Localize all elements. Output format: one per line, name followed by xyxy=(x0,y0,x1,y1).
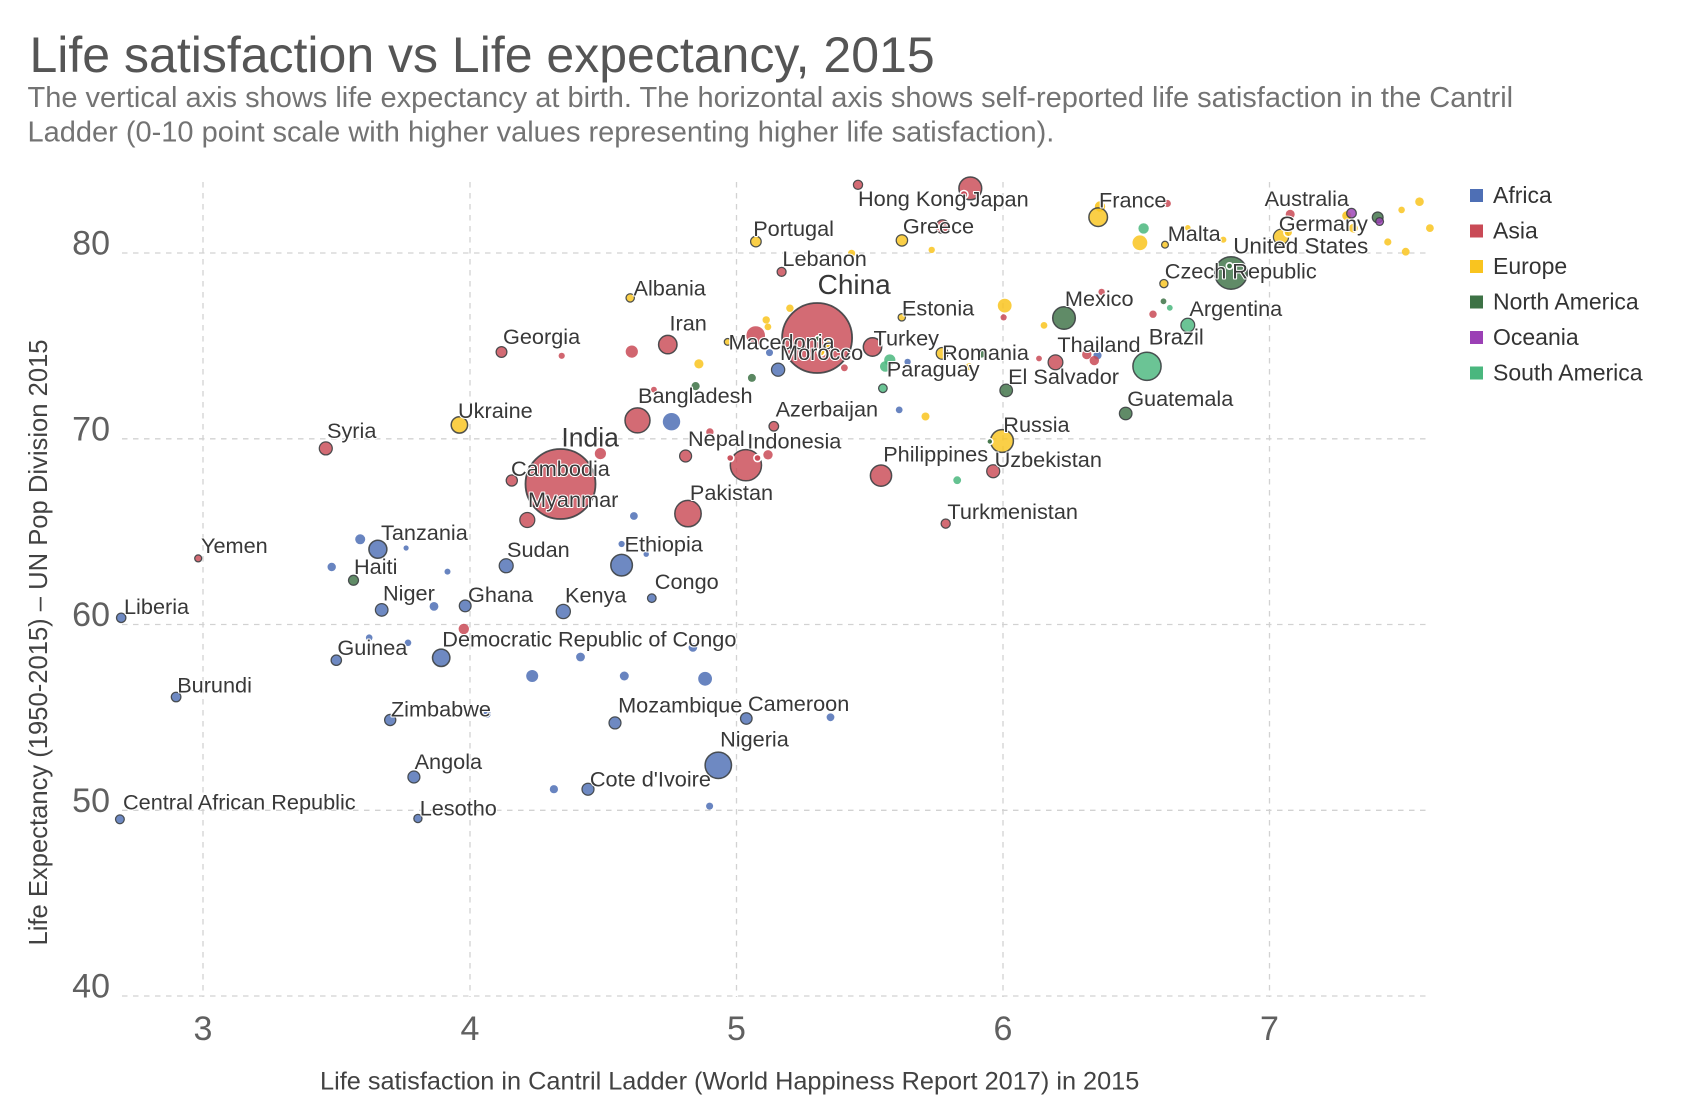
svg-text:Burundi: Burundi xyxy=(177,673,252,698)
svg-text:Brazil: Brazil xyxy=(1149,325,1204,350)
svg-text:Cambodia: Cambodia xyxy=(511,456,611,481)
svg-text:Zimbabwe: Zimbabwe xyxy=(391,696,491,721)
svg-text:Haiti: Haiti xyxy=(354,554,397,579)
svg-text:Morocco: Morocco xyxy=(780,340,863,365)
svg-text:Nigeria: Nigeria xyxy=(720,727,790,752)
svg-text:Macedonia: Macedonia xyxy=(729,330,836,355)
svg-text:Angola: Angola xyxy=(415,749,483,774)
svg-text:Ghana: Ghana xyxy=(468,582,534,607)
svg-text:Turkmenistan: Turkmenistan xyxy=(947,499,1078,524)
svg-text:Central African Republic: Central African Republic xyxy=(123,790,356,815)
svg-text:6: 6 xyxy=(994,1010,1013,1048)
svg-text:India: India xyxy=(561,423,619,453)
svg-text:60: 60 xyxy=(72,596,110,634)
svg-text:Azerbaijan: Azerbaijan xyxy=(776,397,878,422)
svg-text:Turkey: Turkey xyxy=(874,326,940,351)
svg-text:Guinea: Guinea xyxy=(337,635,408,660)
svg-text:Malta: Malta xyxy=(1168,221,1222,246)
svg-text:Liberia: Liberia xyxy=(124,594,190,619)
svg-text:Paraguay: Paraguay xyxy=(887,357,980,382)
svg-text:Cameroon: Cameroon xyxy=(748,691,849,716)
svg-text:Tanzania: Tanzania xyxy=(381,520,469,545)
svg-text:Oceania: Oceania xyxy=(1493,324,1579,350)
svg-text:France: France xyxy=(1099,187,1167,212)
svg-text:Life satisfaction vs Life expe: Life satisfaction vs Life expectancy, 20… xyxy=(30,27,935,83)
svg-text:4: 4 xyxy=(461,1010,480,1048)
svg-text:3: 3 xyxy=(194,1010,213,1048)
svg-text:Democratic Republic of Congo: Democratic Republic of Congo xyxy=(442,627,736,652)
svg-text:Thailand: Thailand xyxy=(1057,332,1140,357)
svg-text:Mozambique: Mozambique xyxy=(618,693,742,718)
svg-text:7: 7 xyxy=(1260,1010,1279,1048)
svg-text:Syria: Syria xyxy=(327,418,377,443)
svg-text:40: 40 xyxy=(72,968,110,1006)
svg-text:Germany: Germany xyxy=(1279,211,1368,236)
svg-text:Asia: Asia xyxy=(1493,218,1538,244)
svg-text:Russia: Russia xyxy=(1003,412,1070,437)
svg-text:Uzbekistan: Uzbekistan xyxy=(995,447,1102,472)
svg-text:Ladder (0-10 point scale with: Ladder (0-10 point scale with higher val… xyxy=(28,117,1055,149)
svg-text:Guatemala: Guatemala xyxy=(1127,386,1234,411)
svg-text:70: 70 xyxy=(72,410,110,448)
svg-text:El Salvador: El Salvador xyxy=(1008,364,1119,389)
svg-text:Life satisfaction in Cantril L: Life satisfaction in Cantril Ladder (Wor… xyxy=(320,1068,1139,1096)
svg-text:The vertical axis shows life e: The vertical axis shows life expectancy … xyxy=(28,82,1514,114)
svg-text:China: China xyxy=(818,269,892,300)
svg-text:Sudan: Sudan xyxy=(507,537,570,562)
svg-text:Romania: Romania xyxy=(942,340,1030,365)
svg-text:5: 5 xyxy=(727,1010,746,1048)
svg-text:Lebanon: Lebanon xyxy=(782,246,866,271)
svg-text:Congo: Congo xyxy=(655,569,719,594)
svg-text:Iran: Iran xyxy=(670,311,707,336)
svg-text:Indonesia: Indonesia xyxy=(747,428,842,453)
svg-text:Portugal: Portugal xyxy=(753,216,834,241)
svg-text:Australia: Australia xyxy=(1265,186,1350,211)
svg-text:Albania: Albania xyxy=(634,276,707,301)
svg-text:Philippines: Philippines xyxy=(883,442,988,467)
svg-text:Lesotho: Lesotho xyxy=(420,795,497,820)
svg-text:Hong Kong: Hong Kong xyxy=(858,186,967,211)
svg-text:Nepal: Nepal xyxy=(688,426,745,451)
svg-text:Czech Republic: Czech Republic xyxy=(1165,259,1317,284)
svg-text:Europe: Europe xyxy=(1493,253,1567,279)
svg-text:Estonia: Estonia xyxy=(902,295,975,320)
svg-text:Niger: Niger xyxy=(383,581,435,606)
svg-text:Greece: Greece xyxy=(903,214,974,239)
svg-text:Bangladesh: Bangladesh xyxy=(638,383,753,408)
svg-text:Cote d'Ivoire: Cote d'Ivoire xyxy=(590,766,711,791)
svg-text:Life Expectancy (1950-2015) –: Life Expectancy (1950-2015) – UN Pop Div… xyxy=(25,339,53,945)
svg-text:Japan: Japan xyxy=(970,187,1029,212)
svg-text:Pakistan: Pakistan xyxy=(690,480,773,505)
svg-text:Ethiopia: Ethiopia xyxy=(625,532,704,557)
svg-text:Georgia: Georgia xyxy=(503,324,581,349)
svg-text:50: 50 xyxy=(72,782,110,820)
svg-text:Yemen: Yemen xyxy=(201,533,268,558)
svg-text:80: 80 xyxy=(72,225,110,263)
svg-text:Myanmar: Myanmar xyxy=(528,487,618,512)
svg-text:Argentina: Argentina xyxy=(1189,296,1283,321)
svg-text:Africa: Africa xyxy=(1493,182,1552,208)
svg-text:North America: North America xyxy=(1493,289,1639,315)
svg-text:Mexico: Mexico xyxy=(1065,286,1134,311)
svg-text:Ukraine: Ukraine xyxy=(458,398,533,423)
svg-text:United States: United States xyxy=(1233,233,1368,258)
svg-text:South America: South America xyxy=(1493,360,1643,386)
svg-text:Kenya: Kenya xyxy=(565,583,627,608)
